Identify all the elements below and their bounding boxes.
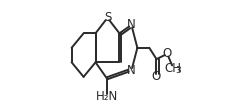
Text: N: N — [127, 18, 136, 31]
Text: O: O — [152, 70, 161, 83]
Text: CH: CH — [164, 62, 181, 75]
Text: H₂N: H₂N — [96, 90, 119, 103]
Text: N: N — [127, 64, 136, 77]
Text: S: S — [104, 11, 111, 24]
Text: O: O — [163, 47, 172, 60]
Text: 3: 3 — [175, 66, 181, 75]
